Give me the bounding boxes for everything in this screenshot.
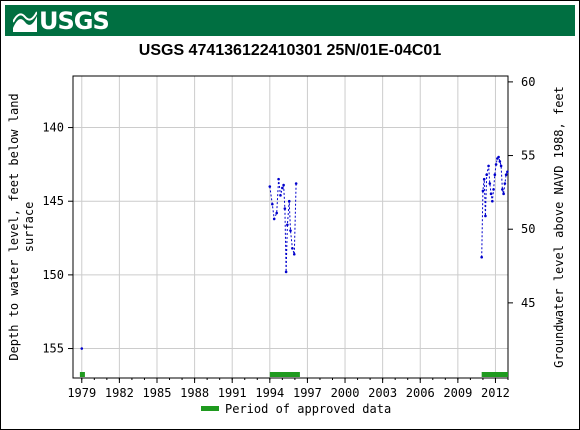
series-line bbox=[481, 155, 508, 258]
data-point bbox=[292, 252, 296, 256]
data-point bbox=[268, 185, 272, 188]
legend-swatch bbox=[201, 406, 219, 411]
x-tick-label: 2009 bbox=[443, 386, 472, 400]
data-point bbox=[282, 183, 285, 187]
data-point bbox=[289, 229, 292, 232]
x-tick-label: 2006 bbox=[406, 386, 435, 400]
data-point bbox=[284, 270, 288, 274]
data-point bbox=[506, 170, 509, 174]
data-point bbox=[489, 192, 493, 196]
data-point bbox=[294, 182, 298, 185]
y-right-axis-label: Groundwater level above NAVD 1988, feet bbox=[552, 86, 566, 368]
x-tick-label: 1979 bbox=[67, 386, 96, 400]
usgs-logo-icon bbox=[13, 11, 37, 32]
approved-period-bar bbox=[269, 372, 300, 377]
data-point bbox=[487, 164, 490, 168]
y-left-tick-label: 145 bbox=[42, 194, 64, 208]
approved-period-bar bbox=[79, 372, 85, 377]
y-left-axis-label-line2: surface bbox=[22, 202, 36, 253]
y-right-tick-label: 55 bbox=[521, 149, 535, 163]
data-point bbox=[286, 223, 289, 227]
data-point bbox=[498, 160, 502, 163]
x-tick-label: 2000 bbox=[331, 386, 360, 400]
y-left-tick-label: 150 bbox=[42, 268, 64, 282]
data-point bbox=[488, 182, 492, 185]
data-point bbox=[287, 199, 291, 203]
data-point bbox=[80, 347, 84, 350]
data-point bbox=[499, 164, 503, 168]
data-point bbox=[481, 189, 485, 193]
data-point bbox=[277, 177, 280, 181]
data-point bbox=[291, 247, 294, 250]
y-left-tick-label: 140 bbox=[42, 121, 64, 135]
x-tick-label: 1991 bbox=[218, 386, 247, 400]
x-tick-label: 1982 bbox=[105, 386, 134, 400]
data-point bbox=[275, 211, 279, 215]
x-tick-label: 1997 bbox=[293, 386, 322, 400]
data-point bbox=[493, 173, 497, 177]
data-point bbox=[271, 202, 274, 206]
data-point bbox=[502, 192, 505, 196]
x-tick-label: 1994 bbox=[255, 386, 284, 400]
data-point bbox=[491, 199, 494, 203]
usgs-logo-text: USGS bbox=[39, 7, 110, 35]
y-right-tick-label: 60 bbox=[521, 75, 535, 89]
data-point bbox=[504, 173, 508, 177]
data-point bbox=[279, 194, 282, 197]
approved-period-bar bbox=[481, 372, 508, 377]
data-point bbox=[272, 217, 276, 221]
data-point bbox=[283, 207, 287, 210]
usgs-header-bar: USGS bbox=[5, 5, 575, 36]
data-point bbox=[484, 214, 487, 218]
x-tick-label: 1988 bbox=[180, 386, 209, 400]
x-tick-label: 2012 bbox=[481, 386, 510, 400]
chart-title: USGS 474136122410301 25N/01E-04C01 bbox=[138, 42, 442, 59]
y-right-tick-label: 45 bbox=[521, 296, 535, 310]
y-right-tick-label: 50 bbox=[521, 222, 535, 236]
data-point bbox=[497, 155, 500, 159]
data-point bbox=[482, 177, 486, 181]
y-left-tick-label: 155 bbox=[42, 342, 64, 356]
data-point bbox=[281, 186, 284, 190]
data-point bbox=[492, 188, 495, 191]
data-point bbox=[480, 255, 483, 259]
series-line bbox=[269, 179, 297, 272]
x-tick-label: 1985 bbox=[143, 386, 172, 400]
data-point bbox=[485, 173, 488, 177]
legend-label: Period of approved data bbox=[225, 402, 391, 416]
plot-area-border bbox=[72, 75, 509, 379]
x-tick-label: 2003 bbox=[368, 386, 397, 400]
y-left-axis-label: Depth to water level, feet below land bbox=[7, 93, 21, 360]
data-point bbox=[494, 163, 498, 166]
data-point bbox=[501, 188, 504, 191]
data-point bbox=[503, 182, 507, 185]
